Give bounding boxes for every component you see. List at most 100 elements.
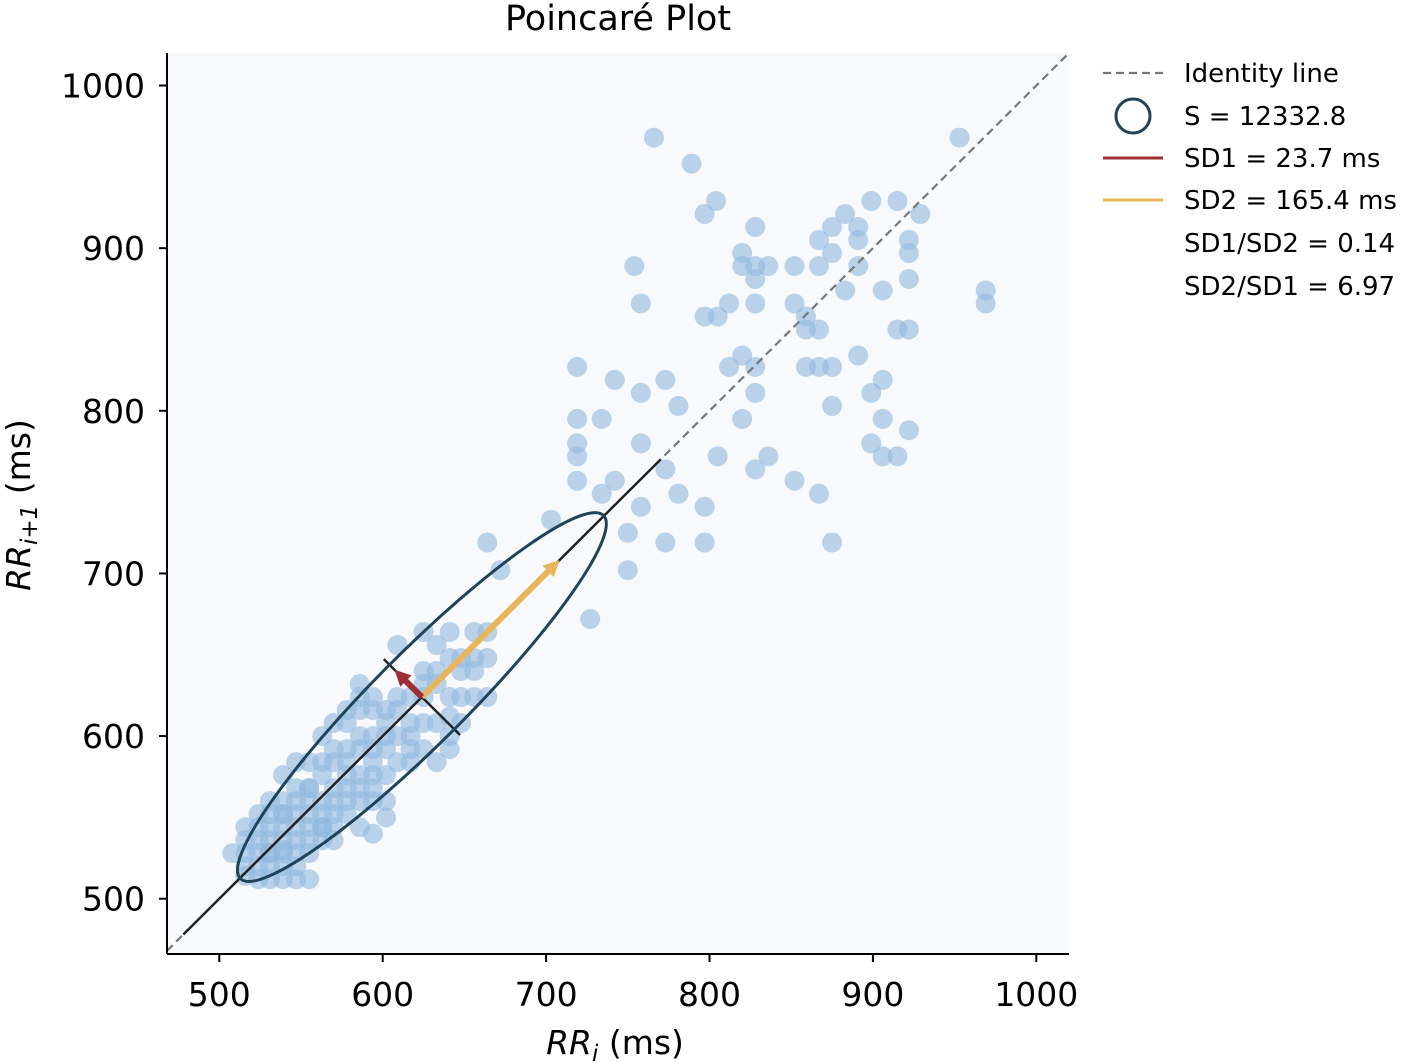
legend-item: SD1/SD2 = 0.14 (1184, 229, 1395, 259)
data-point (861, 190, 882, 211)
data-point (643, 127, 664, 148)
sd1-arrow-head (394, 669, 412, 687)
legend-swatch-ellipse (1114, 97, 1152, 135)
data-point (732, 256, 753, 277)
legend-item: Identity line (1103, 59, 1339, 89)
data-point (745, 356, 766, 377)
data-point (604, 369, 625, 390)
data-point (362, 752, 383, 773)
data-point (835, 204, 856, 225)
data-point (567, 446, 588, 467)
data-point (758, 446, 779, 467)
data-point (745, 459, 766, 480)
legend-item: SD2/SD1 = 6.97 (1184, 272, 1395, 302)
data-point (299, 778, 320, 799)
scatter-points (222, 127, 996, 890)
x-tick-label: 500 (188, 975, 251, 1014)
data-point (822, 217, 843, 238)
data-point (439, 706, 460, 727)
data-point (887, 446, 908, 467)
data-point (872, 446, 893, 467)
data-point (336, 713, 357, 734)
y-tick-label: 800 (82, 392, 145, 431)
legend-item: SD2 = 165.4 ms (1103, 186, 1397, 216)
data-point (630, 382, 651, 403)
x-tick-label: 1000 (994, 975, 1078, 1014)
data-point (477, 532, 498, 553)
data-point (732, 408, 753, 429)
data-point (312, 817, 333, 838)
data-point (887, 190, 908, 211)
data-point (808, 483, 829, 504)
x-axis-ticks: 500 600 700 800 900 1000 (188, 954, 1078, 1014)
y-axis-ticks: 500 600 700 800 900 1000 (61, 67, 167, 919)
data-point (655, 369, 676, 390)
data-point (312, 765, 333, 786)
data-point (719, 293, 740, 314)
legend-item: SD1 = 23.7 ms (1103, 144, 1380, 174)
data-point (439, 621, 460, 642)
data-point (591, 483, 612, 504)
data-point (822, 532, 843, 553)
data-point (758, 256, 779, 277)
data-point (375, 807, 396, 828)
legend: Identity line S = 12332.8 SD1 = 23.7 ms SD2… (1103, 59, 1397, 302)
data-point (872, 408, 893, 429)
data-point (604, 470, 625, 491)
data-point (706, 190, 727, 211)
data-point (808, 230, 829, 251)
data-point (426, 634, 447, 655)
data-point (732, 345, 753, 366)
legend-label: SD1/SD2 = 0.14 (1184, 229, 1395, 259)
data-point (323, 830, 344, 851)
legend-label: Identity line (1184, 59, 1339, 89)
data-point (668, 483, 689, 504)
data-point (822, 243, 843, 264)
data-point (630, 433, 651, 454)
data-point (336, 804, 357, 825)
data-point (567, 356, 588, 377)
data-point (400, 739, 421, 760)
data-point (784, 256, 805, 277)
y-tick-label: 500 (82, 880, 145, 919)
chart-title: Poincaré Plot (505, 0, 731, 39)
legend-item: S = 12332.8 (1114, 97, 1346, 135)
legend-label: SD2 = 165.4 ms (1184, 186, 1397, 216)
data-point (835, 280, 856, 301)
data-point (848, 345, 869, 366)
data-point (822, 395, 843, 416)
sd2-arrow-shaft (419, 564, 555, 700)
x-axis-label-main: RR (546, 1023, 592, 1062)
legend-label: SD2/SD1 = 6.97 (1184, 272, 1395, 302)
legend-label: SD1 = 23.7 ms (1184, 144, 1380, 174)
data-point (655, 459, 676, 480)
data-point (745, 217, 766, 238)
data-point (707, 446, 728, 467)
data-point (362, 823, 383, 844)
x-axis-label-unit: (ms) (598, 1023, 684, 1062)
data-point (567, 408, 588, 429)
data-point (975, 293, 996, 314)
data-point (719, 356, 740, 377)
data-point (861, 382, 882, 403)
data-point (848, 256, 869, 277)
data-point (541, 509, 562, 530)
data-point (591, 408, 612, 429)
y-tick-label: 600 (82, 717, 145, 756)
y-tick-label: 900 (82, 229, 145, 268)
x-axis-label: RRi (ms) (546, 1023, 684, 1062)
data-point (681, 153, 702, 174)
sd2-arrow-head (542, 560, 560, 578)
data-point (910, 204, 931, 225)
data-point (822, 356, 843, 377)
x-tick-label: 700 (515, 975, 578, 1014)
x-tick-label: 900 (841, 975, 904, 1014)
data-point (707, 306, 728, 327)
data-point (439, 739, 460, 760)
data-point (745, 269, 766, 290)
data-point (259, 843, 280, 864)
data-point (872, 369, 893, 390)
data-point (336, 752, 357, 773)
data-point (624, 256, 645, 277)
